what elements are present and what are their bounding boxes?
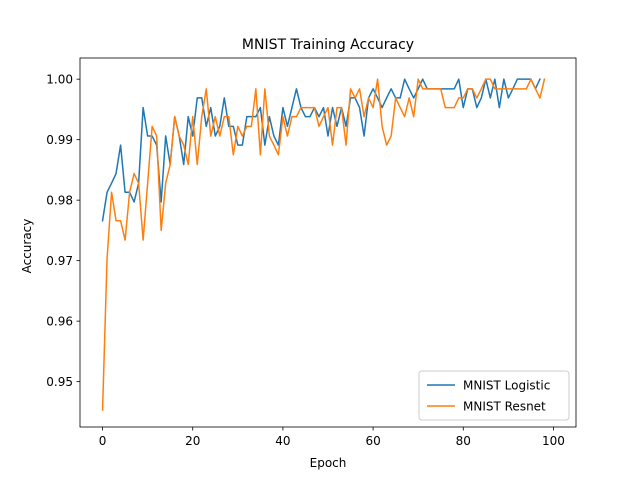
y-tick-label: 0.96 [46,315,73,329]
y-tick-label: 1.00 [46,73,73,87]
series-line-2 [101,78,546,411]
x-tick-label: 100 [542,434,565,448]
y-tick-label: 0.99 [46,133,73,147]
x-tick-label: 60 [365,434,380,448]
y-tick-label: 0.95 [46,375,73,389]
plot-area [101,78,546,411]
legend-label-1: MNIST Logistic [463,379,550,393]
x-tick-label: 0 [99,434,107,448]
x-axis-label: Epoch [310,456,347,470]
legend: MNIST Logistic MNIST Resnet [418,370,570,421]
legend-box [418,370,570,421]
axes-frame [79,57,577,428]
axes: 0 20 40 60 80 100 0.95 0.96 0.97 0.98 0.99 1.00 [46,57,577,448]
legend-label-2: MNIST Resnet [463,400,546,414]
y-tick-label: 0.97 [46,254,73,268]
y-axis-label: Accuracy [20,219,34,274]
x-tick-label: 80 [456,434,471,448]
x-tick-label: 20 [185,434,200,448]
chart-title: MNIST Training Accuracy [242,37,414,53]
y-tick-label: 0.98 [46,194,73,208]
x-tick-label: 40 [275,434,290,448]
